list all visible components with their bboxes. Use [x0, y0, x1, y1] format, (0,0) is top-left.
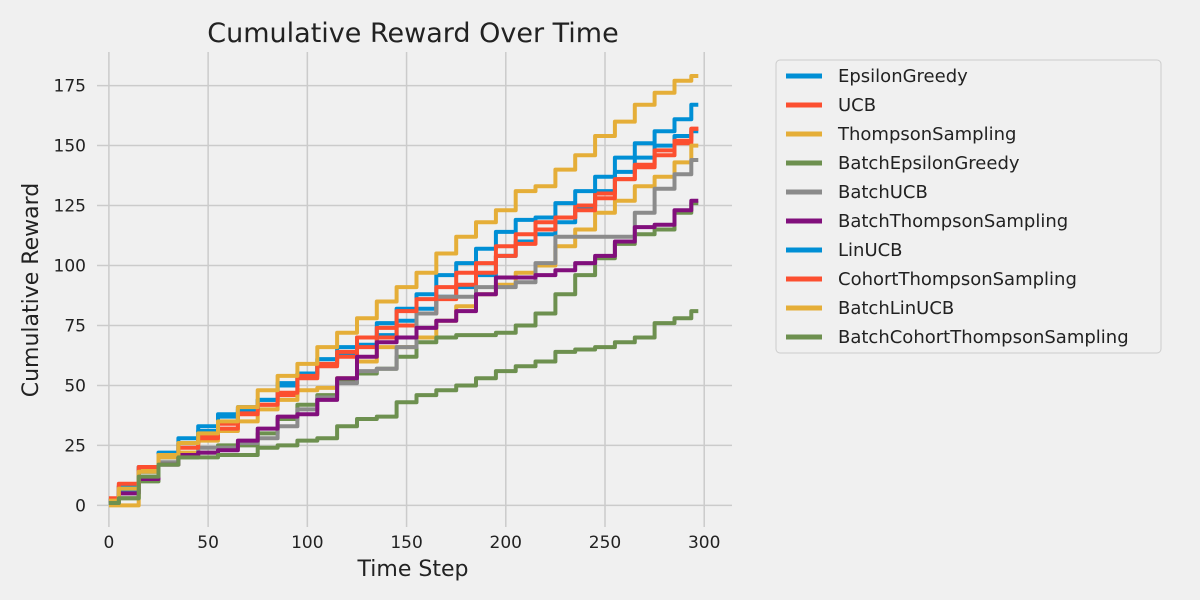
series-line-1 — [108, 126, 699, 503]
series-line-6 — [108, 102, 699, 503]
x-tick-label: 100 — [291, 533, 323, 553]
legend-label-3: BatchEpsilonGreedy — [838, 153, 1020, 174]
legend-label-4: BatchUCB — [838, 182, 928, 203]
series-lines — [108, 74, 699, 508]
legend-label-0: EpsilonGreedy — [838, 66, 968, 87]
legend-label-8: BatchLinUCB — [838, 298, 954, 319]
y-tick-label: 25 — [64, 436, 86, 456]
series-line-9 — [108, 309, 699, 505]
legend-label-9: BatchCohortThompsonSampling — [838, 327, 1129, 348]
series-line-8 — [108, 74, 699, 503]
legend-box — [775, 59, 1162, 354]
tick-labels: 0 50 100 150 200 250 300 0 25 50 75 100 125 150 175 — [54, 77, 721, 553]
chart-title: Cumulative Reward Over Time — [207, 18, 618, 49]
y-tick-label: 150 — [54, 137, 86, 157]
y-tick-label: 75 — [64, 316, 86, 336]
x-tick-label: 150 — [390, 533, 422, 553]
y-axis-label: Cumulative Reward — [19, 183, 44, 398]
legend-label-2: ThompsonSampling — [837, 124, 1016, 145]
series-line-0 — [108, 129, 699, 505]
legend: EpsilonGreedy UCB ThompsonSampling BatchEps… — [775, 59, 1162, 354]
x-tick-label: 50 — [197, 533, 219, 553]
y-tick-label: 175 — [54, 77, 86, 97]
legend-label-5: BatchThompsonSampling — [838, 211, 1068, 232]
y-tick-label: 100 — [54, 257, 86, 277]
legend-label-6: LinUCB — [838, 240, 903, 261]
legend-label-1: UCB — [838, 95, 876, 116]
y-tick-label: 0 — [75, 496, 86, 516]
x-tick-label: 200 — [490, 533, 522, 553]
legend-label-7: CohortThompsonSampling — [838, 269, 1077, 290]
y-tick-label: 125 — [54, 197, 86, 217]
x-tick-label: 300 — [688, 533, 720, 553]
x-tick-label: 0 — [103, 533, 114, 553]
series-line-7 — [108, 126, 699, 501]
series-line-5 — [108, 198, 699, 503]
y-tick-label: 50 — [64, 376, 86, 396]
x-axis-label: Time Step — [357, 557, 469, 582]
x-tick-label: 250 — [589, 533, 621, 553]
